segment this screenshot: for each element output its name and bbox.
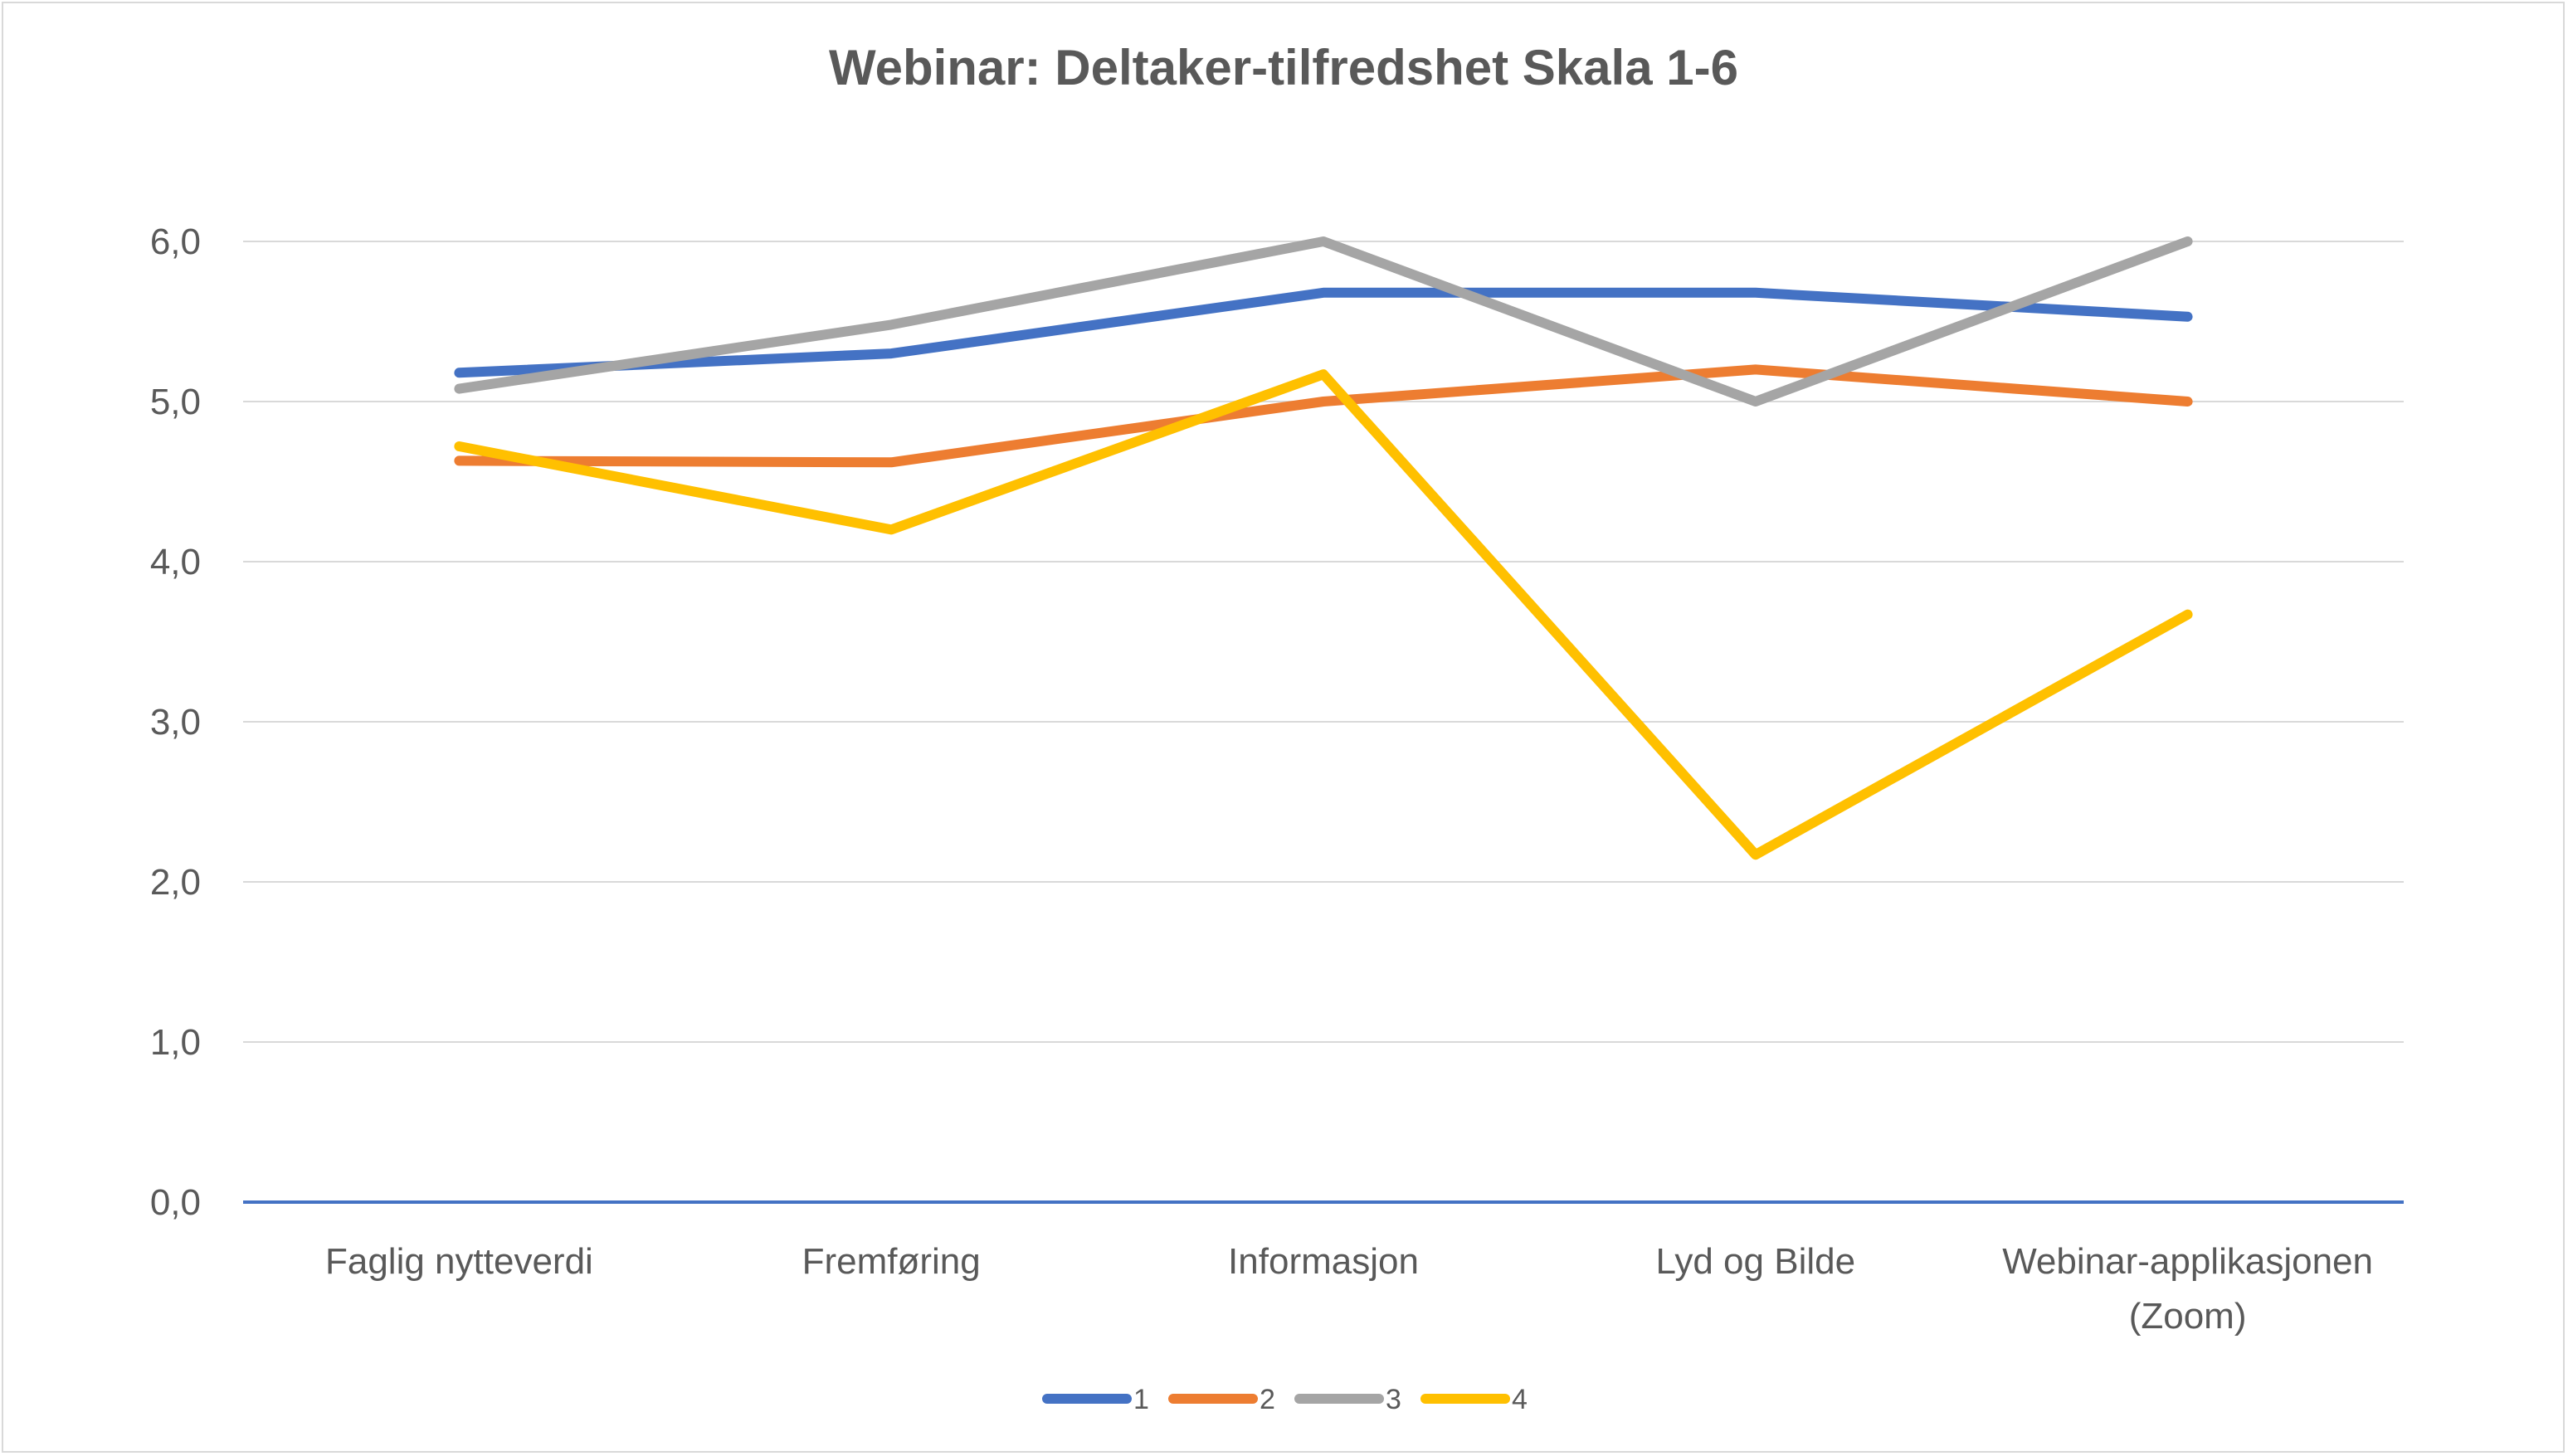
y-tick-label: 1,0 <box>150 1022 201 1063</box>
y-tick-label: 3,0 <box>150 702 201 743</box>
series-line-4 <box>454 369 2193 860</box>
legend-item-1: 1 <box>1042 1384 1149 1415</box>
x-tick-label: Fremføring <box>802 1241 981 1282</box>
x-axis-tick-labels: Faglig nytteverdi Fremføring Informasjon Ly… <box>325 1241 2373 1337</box>
y-tick-label: 4,0 <box>150 542 201 582</box>
y-tick-label: 5,0 <box>150 382 201 422</box>
chart-title: Webinar: Deltaker-tilfredshet Skala 1-6 <box>829 40 1738 95</box>
y-axis-tick-labels: 0,0 1,0 2,0 3,0 4,0 5,0 6,0 <box>150 222 201 1223</box>
series-line-1 <box>454 287 2193 378</box>
series-line-2 <box>454 364 2193 468</box>
legend-item-3: 3 <box>1294 1384 1401 1415</box>
legend: 1 2 3 4 <box>1042 1384 1528 1415</box>
series-lines <box>454 236 2193 860</box>
legend-item-4: 4 <box>1420 1384 1528 1415</box>
y-tick-label: 6,0 <box>150 222 201 262</box>
x-tick-label: (Zoom) <box>2129 1296 2247 1337</box>
x-tick-label: Webinar-applikasjonen <box>2002 1241 2373 1282</box>
legend-item-2: 2 <box>1168 1384 1275 1415</box>
x-tick-label: Faglig nytteverdi <box>325 1241 593 1282</box>
legend-label: 4 <box>1512 1384 1528 1415</box>
gridlines <box>243 241 2404 1204</box>
legend-label: 3 <box>1386 1384 1401 1415</box>
legend-label: 1 <box>1133 1384 1149 1415</box>
x-tick-label: Lyd og Bilde <box>1656 1241 1856 1282</box>
legend-label: 2 <box>1260 1384 1275 1415</box>
x-tick-label: Informasjon <box>1228 1241 1419 1282</box>
y-tick-label: 0,0 <box>150 1182 201 1223</box>
y-tick-label: 2,0 <box>150 862 201 903</box>
series-line-3 <box>454 236 2193 407</box>
